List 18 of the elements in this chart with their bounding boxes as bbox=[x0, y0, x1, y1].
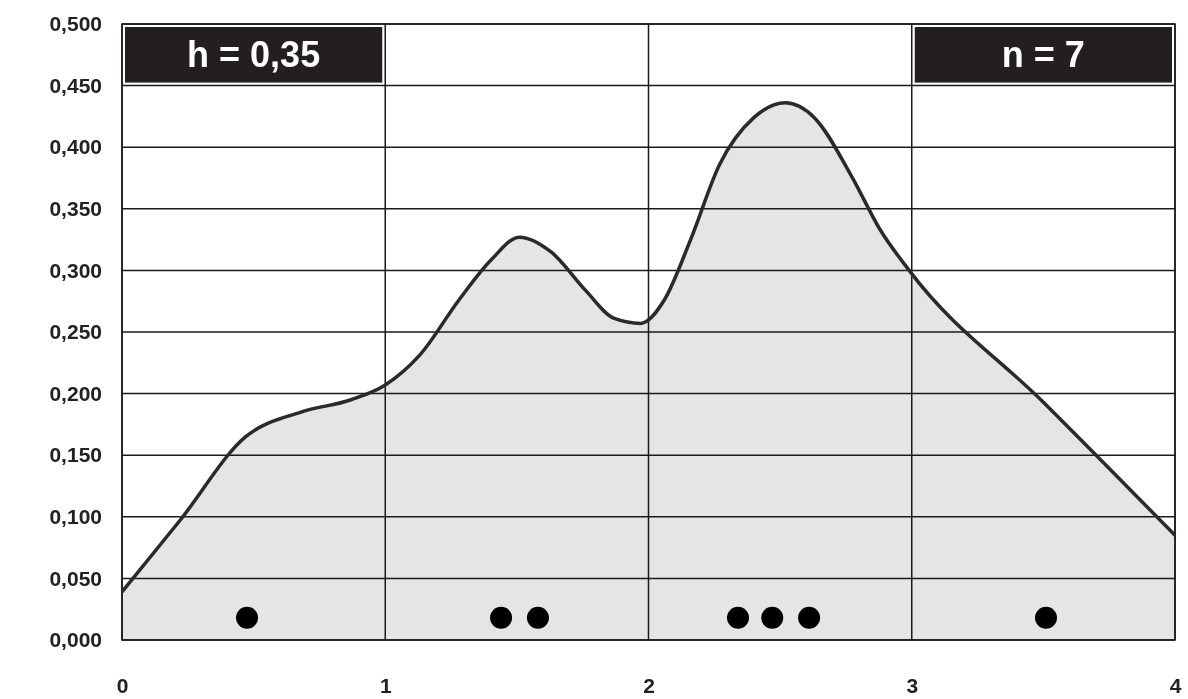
y-tick-label: 0,200 bbox=[49, 381, 102, 405]
y-tick-label: 0,500 bbox=[49, 12, 102, 36]
y-tick-label: 0,050 bbox=[49, 566, 102, 590]
y-tick-label: 0,000 bbox=[49, 628, 102, 652]
annotation: h = 0,35 bbox=[187, 33, 321, 75]
y-tick-label: 0,250 bbox=[49, 320, 102, 344]
y-tick-label: 0,300 bbox=[49, 258, 102, 282]
y-tick-label: 0,450 bbox=[49, 73, 102, 97]
y-tick-label: 0,400 bbox=[49, 135, 102, 159]
x-tick-label: 1 bbox=[379, 673, 392, 697]
y-tick-label: 0,100 bbox=[49, 505, 102, 529]
y-tick-label: 0,150 bbox=[49, 443, 102, 467]
y-tick-label: 0,350 bbox=[49, 197, 102, 221]
x-tick-label: 4 bbox=[1169, 673, 1182, 697]
x-tick-label: 0 bbox=[116, 673, 129, 697]
x-tick-label: 2 bbox=[643, 673, 655, 697]
x-tick-label: 3 bbox=[906, 673, 919, 697]
annotation: n = 7 bbox=[1001, 33, 1085, 75]
